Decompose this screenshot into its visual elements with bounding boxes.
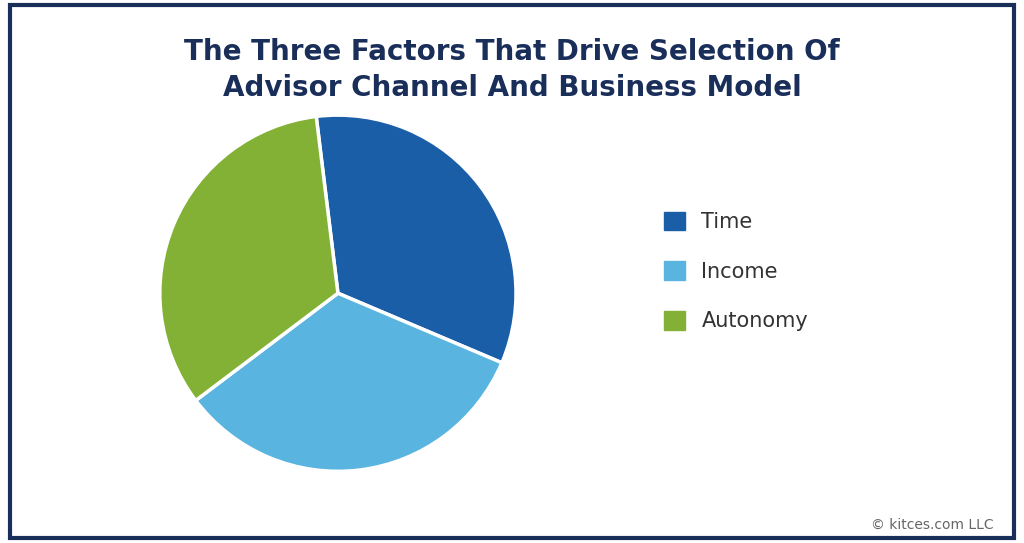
Legend: Time, Income, Autonomy: Time, Income, Autonomy bbox=[655, 203, 816, 340]
Wedge shape bbox=[160, 116, 338, 401]
Text: © kitces.com LLC: © kitces.com LLC bbox=[870, 518, 993, 532]
Text: The Three Factors That Drive Selection Of
Advisor Channel And Business Model: The Three Factors That Drive Selection O… bbox=[184, 38, 840, 102]
Wedge shape bbox=[316, 115, 516, 363]
Wedge shape bbox=[196, 293, 502, 471]
